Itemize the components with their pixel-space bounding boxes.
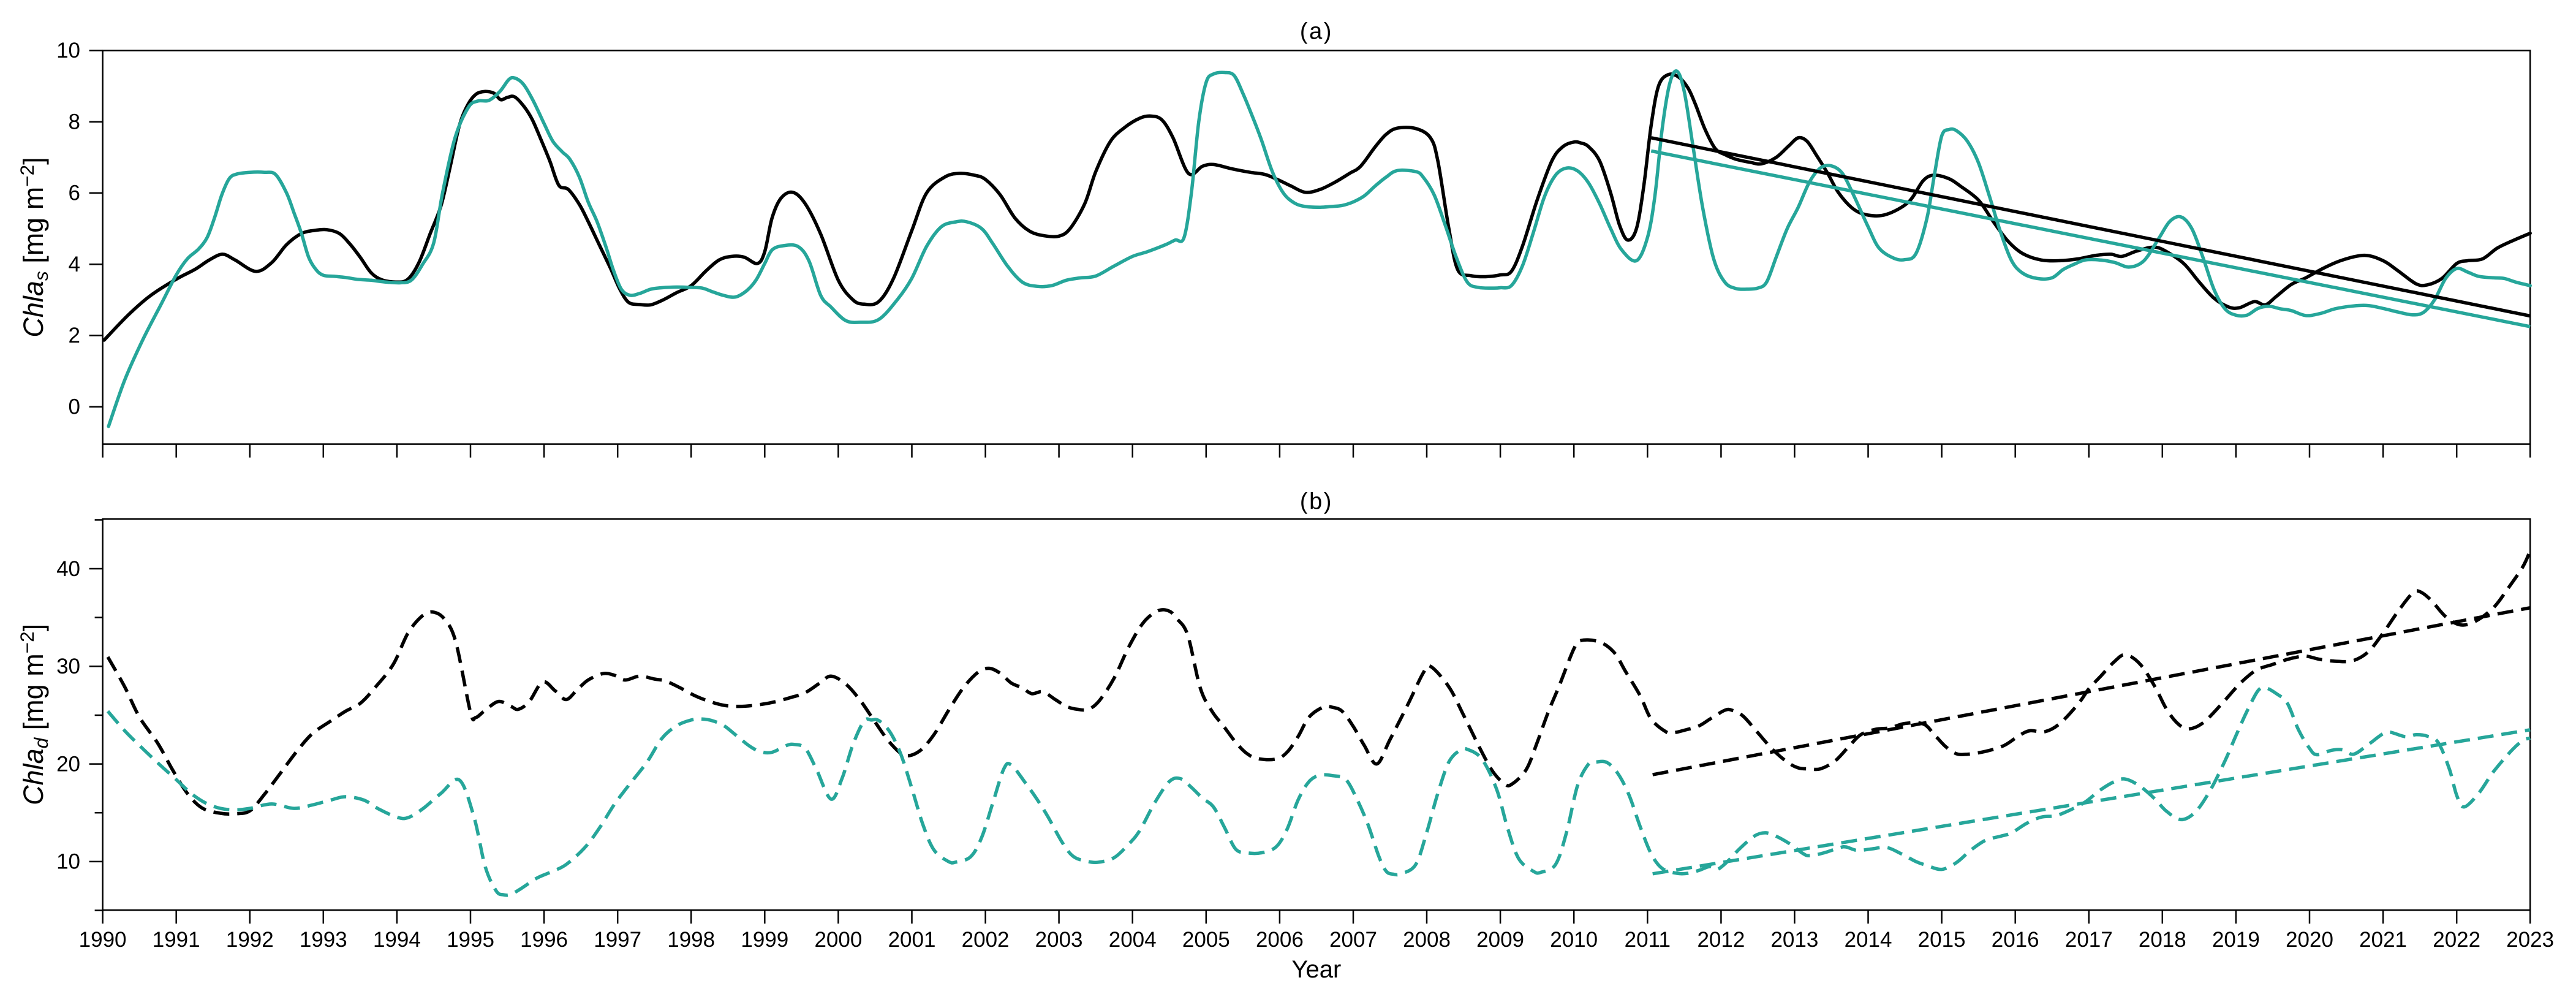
svg-text:1992: 1992 (226, 928, 274, 952)
svg-text:2001: 2001 (888, 928, 936, 952)
svg-text:2018: 2018 (2139, 928, 2186, 952)
svg-text:2019: 2019 (2212, 928, 2260, 952)
svg-text:2014: 2014 (1845, 928, 1892, 952)
svg-text:8: 8 (69, 110, 80, 134)
svg-text:1996: 1996 (520, 928, 568, 952)
svg-text:1997: 1997 (594, 928, 641, 952)
svg-text:Chlas [mg m−2]: Chlas [mg m−2] (16, 157, 52, 337)
svg-text:2012: 2012 (1697, 928, 1745, 952)
svg-text:2016: 2016 (1992, 928, 2039, 952)
svg-text:2021: 2021 (2359, 928, 2407, 952)
svg-text:1995: 1995 (447, 928, 494, 952)
svg-text:2015: 2015 (1918, 928, 1966, 952)
svg-text:1994: 1994 (373, 928, 421, 952)
svg-text:2005: 2005 (1182, 928, 1230, 952)
svg-text:1999: 1999 (741, 928, 788, 952)
svg-text:2006: 2006 (1256, 928, 1304, 952)
svg-text:2003: 2003 (1035, 928, 1083, 952)
svg-text:(a): (a) (1300, 19, 1333, 45)
svg-text:2017: 2017 (2065, 928, 2113, 952)
svg-text:1991: 1991 (153, 928, 200, 952)
svg-text:2011: 2011 (1625, 928, 1671, 952)
svg-text:30: 30 (56, 655, 80, 678)
svg-text:10: 10 (56, 39, 80, 63)
svg-text:2004: 2004 (1109, 928, 1157, 952)
svg-text:2009: 2009 (1476, 928, 1524, 952)
svg-text:2013: 2013 (1770, 928, 1818, 952)
svg-text:2023: 2023 (2506, 928, 2554, 952)
svg-text:2007: 2007 (1329, 928, 1377, 952)
svg-text:20: 20 (56, 752, 80, 776)
svg-text:(b): (b) (1300, 489, 1333, 515)
svg-text:Year: Year (1291, 956, 1341, 983)
svg-text:1998: 1998 (667, 928, 715, 952)
svg-text:Chlad [mg m−2]: Chlad [mg m−2] (16, 624, 52, 805)
svg-text:0: 0 (69, 395, 80, 419)
svg-text:1993: 1993 (300, 928, 347, 952)
svg-text:2002: 2002 (962, 928, 1010, 952)
svg-text:4: 4 (69, 252, 80, 276)
svg-text:2010: 2010 (1550, 928, 1598, 952)
svg-text:2022: 2022 (2433, 928, 2480, 952)
svg-text:6: 6 (69, 181, 80, 205)
svg-text:2020: 2020 (2286, 928, 2333, 952)
svg-text:2: 2 (69, 324, 80, 347)
svg-text:1990: 1990 (79, 928, 127, 952)
svg-text:2000: 2000 (814, 928, 862, 952)
svg-text:10: 10 (56, 850, 80, 874)
svg-text:2008: 2008 (1403, 928, 1451, 952)
svg-text:40: 40 (56, 557, 80, 581)
